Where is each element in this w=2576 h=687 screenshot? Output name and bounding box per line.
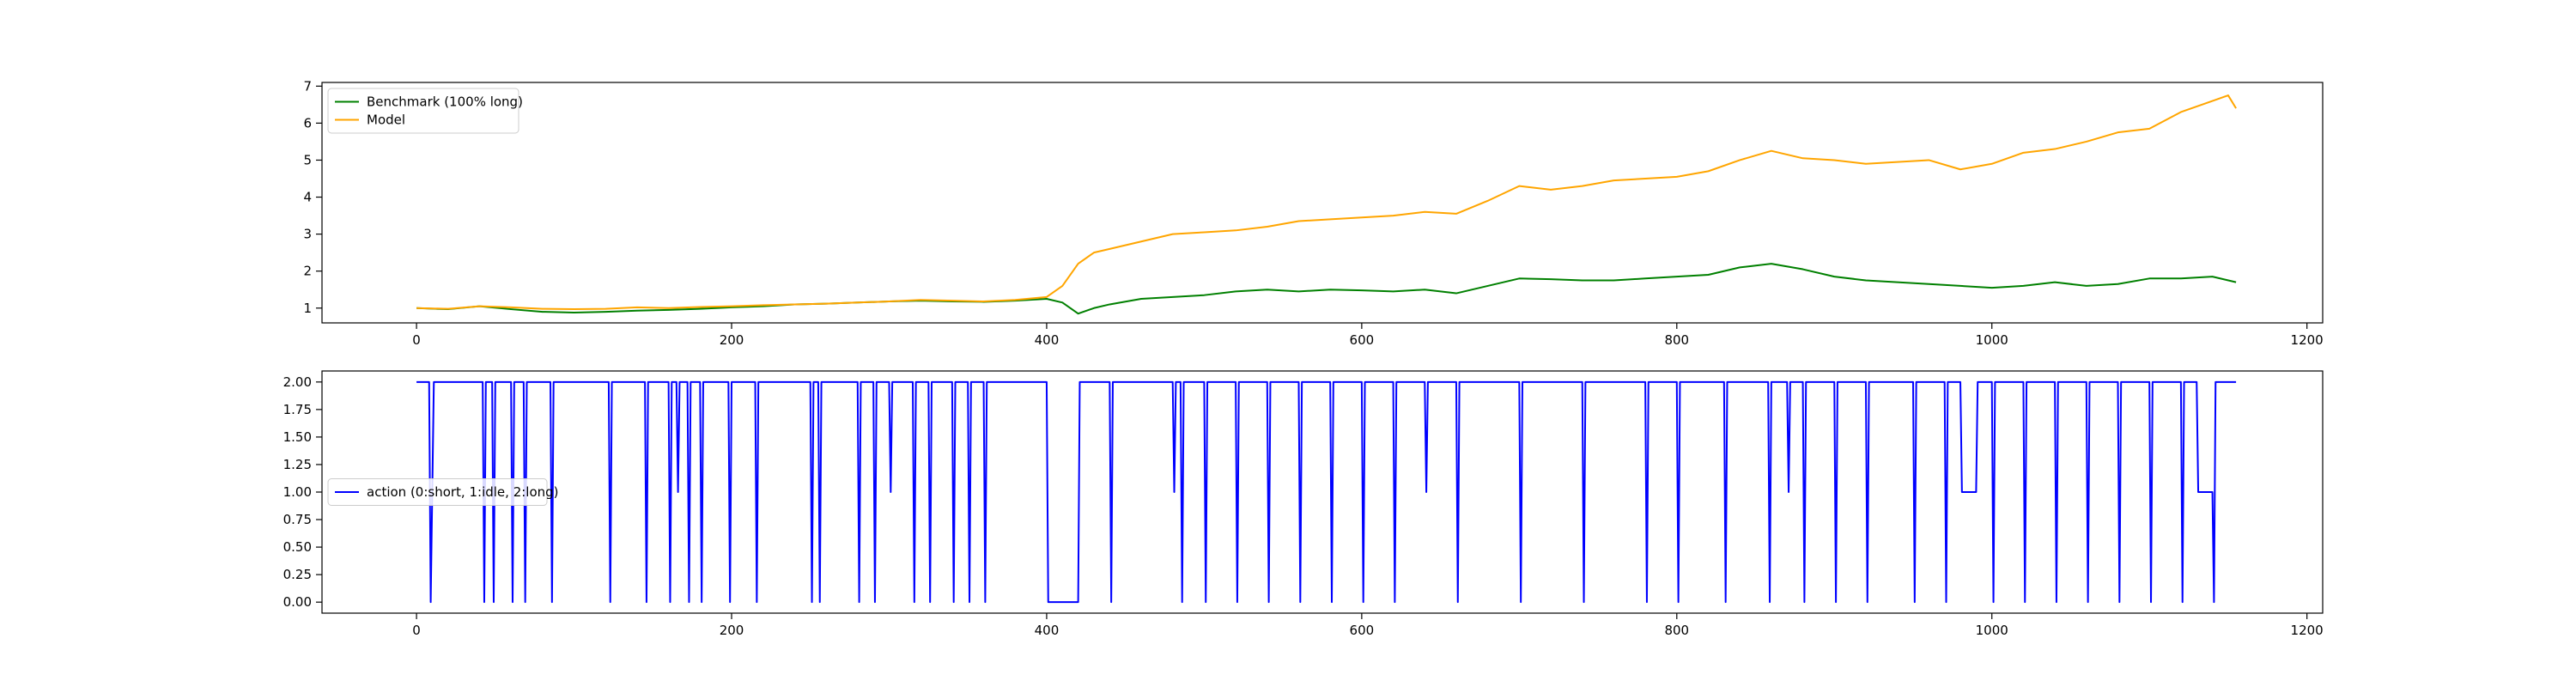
y-tick-label: 3 [303,227,312,242]
axes-frame [321,82,2324,324]
portfolio-value-chart: 0 200 400 600 800 1000 1200 1 2 3 4 5 6 7 Benchmark (1… [303,78,2323,348]
y-tick-label: 1.25 [283,457,312,472]
series-line-0 [416,263,2237,315]
x-tick-label: 0 [412,623,421,638]
y-tick-label: 5 [303,152,312,167]
x-tick-label: 400 [1035,623,1060,638]
y-tick-label: 1 [303,301,312,316]
x-tick-label: 400 [1035,332,1060,348]
x-tick-label: 0 [412,332,421,348]
legend: Benchmark (100% long) Model [327,88,523,134]
x-tick-label: 600 [1350,332,1375,348]
y-tick-label: 0.25 [283,567,312,582]
legend-label: action (0:short, 1:idle, 2:long) [367,484,559,500]
series-line-1 [416,94,2237,311]
y-tick-label: 1.75 [283,402,312,417]
x-tick-label: 1000 [1976,332,2008,348]
series-line-0 [416,380,2237,604]
y-tick-label: 6 [303,115,312,131]
y-tick-label: 0.50 [283,539,312,555]
x-tick-label: 1200 [2291,623,2324,638]
y-tick-label: 0.00 [283,594,312,610]
x-tick-label: 600 [1350,623,1375,638]
action-chart: 0 200 400 600 800 1000 1200 0.00 0.25 0.50 0.75 1.0… [283,370,2324,638]
legend-box [327,478,548,506]
x-tick-label: 200 [720,332,744,348]
y-tick-label: 1.00 [283,484,312,500]
y-tick-label: 2 [303,264,312,279]
x-tick-label: 1200 [2291,332,2324,348]
legend-label: Benchmark (100% long) [367,94,523,110]
legend-label: Model [367,112,405,128]
x-tick-label: 1000 [1976,623,2008,638]
y-tick-label: 2.00 [283,374,312,390]
legend: action (0:short, 1:idle, 2:long) [327,478,559,506]
x-tick-label: 800 [1664,623,1689,638]
y-tick-label: 4 [303,190,312,205]
y-tick-label: 0.75 [283,512,312,527]
y-tick-label: 7 [303,78,312,94]
x-tick-label: 800 [1664,332,1689,348]
y-tick-label: 1.50 [283,429,312,445]
x-tick-label: 200 [720,623,744,638]
legend-box [327,88,519,134]
